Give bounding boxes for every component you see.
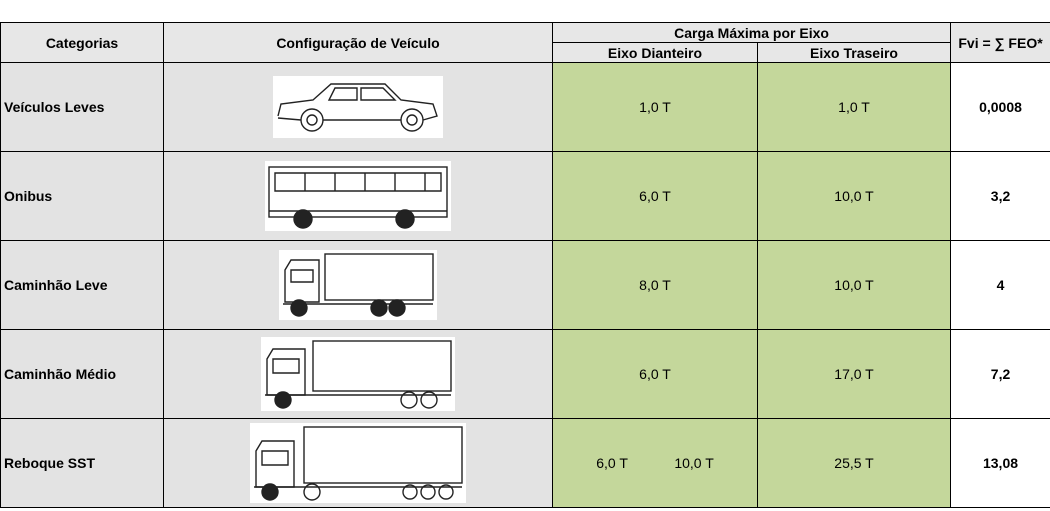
configuration (163, 240, 553, 330)
front-axle-value: 8,0 T (639, 277, 671, 293)
front-axle-value: 1,0 T (639, 99, 671, 115)
light-truck-icon (279, 250, 437, 320)
front-axle-pair: 6,0 T 10,0 T (553, 455, 757, 471)
header-front-axle: Eixo Dianteiro (552, 42, 758, 63)
axle-load-table: Categorias Configuração de Veículo Carga… (0, 22, 1050, 508)
header-rear-axle: Eixo Traseiro (756, 42, 952, 63)
front-axle: 6,0 T (552, 329, 758, 419)
semi-trailer-icon (250, 423, 466, 503)
car-icon (273, 76, 443, 138)
front-axle-value: 6,0 T (639, 188, 671, 204)
header-max-load: Carga Máxima por Eixo (551, 22, 952, 43)
header-category: Categorias (0, 22, 164, 63)
configuration (163, 418, 553, 508)
fvi: 4 (950, 240, 1050, 330)
header-configuration: Configuração de Veículo (163, 22, 553, 63)
configuration (163, 151, 553, 241)
configuration (163, 62, 553, 152)
fvi: 3,2 (950, 151, 1050, 241)
front-axle: 8,0 T (552, 240, 758, 330)
rear-axle: 10,0 T (756, 151, 952, 241)
front-axle-value: 10,0 T (674, 455, 714, 471)
row: Onibus 6,0 T 10,0 T 3,2 (0, 151, 1050, 241)
row: Reboque SST 6,0 T 10,0 T 25,5 T 13,08 (0, 418, 1050, 508)
front-axle: 6,0 T (552, 151, 758, 241)
row: Caminhão Médio 6,0 T 17,0 T 7,2 (0, 329, 1050, 419)
fvi: 7,2 (950, 329, 1050, 419)
front-axle-value: 6,0 T (596, 455, 628, 471)
row: Caminhão Leve 8,0 T 10,0 T 4 (0, 240, 1050, 330)
category: Reboque SST (0, 418, 164, 508)
bus-icon (265, 161, 451, 231)
rear-axle: 1,0 T (756, 62, 952, 152)
rear-axle: 10,0 T (756, 240, 952, 330)
header-fvi: Fvi = ∑ FEO* (950, 22, 1050, 63)
category: Veículos Leves (0, 62, 164, 152)
header-row: Categorias Configuração de Veículo Carga… (0, 22, 1050, 63)
fvi: 0,0008 (950, 62, 1050, 152)
front-axle: 1,0 T (552, 62, 758, 152)
header-row: Eixo Dianteiro Eixo Traseiro (1, 42, 1050, 63)
front-axle-value: 6,0 T (639, 366, 671, 382)
rear-axle: 25,5 T (756, 418, 952, 508)
configuration (163, 329, 553, 419)
category: Onibus (0, 151, 164, 241)
rear-axle: 17,0 T (756, 329, 952, 419)
front-axle: 6,0 T 10,0 T (552, 418, 758, 508)
category: Caminhão Médio (0, 329, 164, 419)
category: Caminhão Leve (0, 240, 164, 330)
row: Veículos Leves 1,0 T 1,0 T 0,0008 (0, 62, 1050, 152)
fvi: 13,08 (950, 418, 1050, 508)
medium-truck-icon (261, 337, 455, 411)
